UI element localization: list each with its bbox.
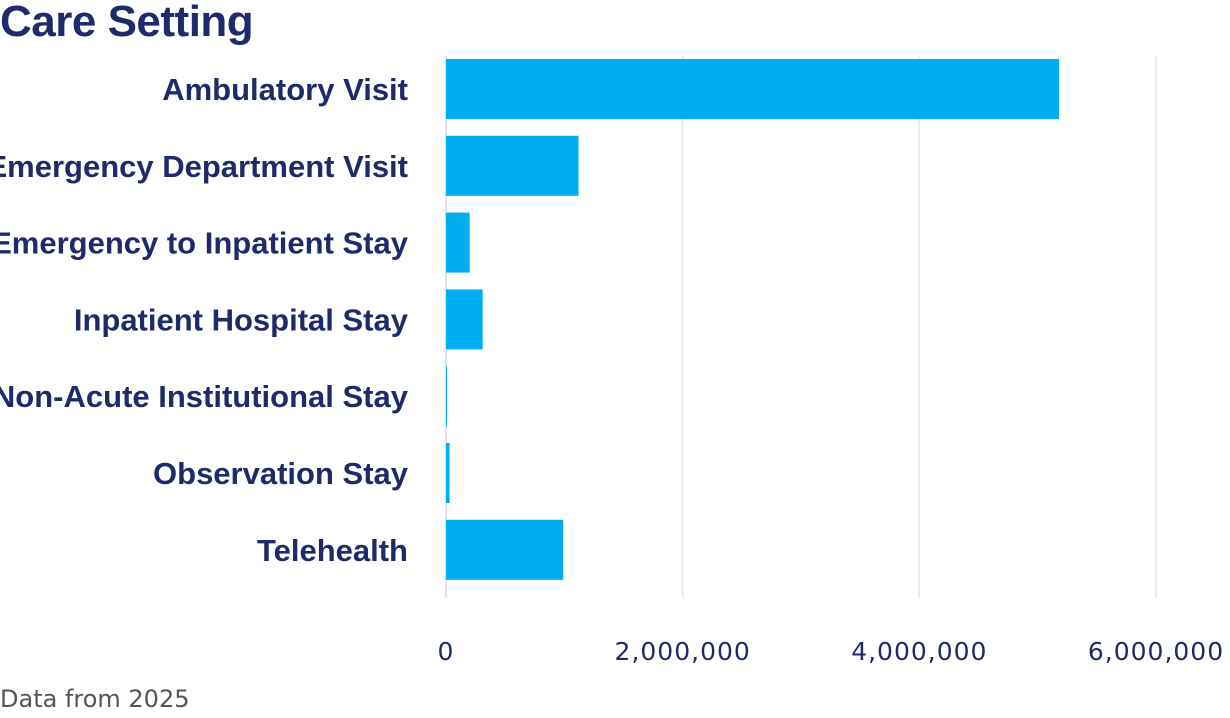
chart-title: Care Setting	[0, 0, 254, 46]
bars	[446, 59, 1059, 580]
bar	[446, 59, 1059, 119]
bar	[446, 443, 450, 503]
category-label: Ambulatory Visit	[162, 72, 408, 107]
category-label: Telehealth	[257, 533, 408, 568]
x-axis-tick-labels: 0 2,000,000 4,000,000 6,000,000	[438, 637, 1224, 666]
bar	[446, 519, 564, 580]
bar	[446, 135, 579, 196]
category-label: Inpatient Hospital Stay	[74, 302, 409, 337]
category-label: Non-Acute Institutional Stay	[0, 379, 409, 414]
bar	[446, 212, 470, 273]
x-tick-label: 4,000,000	[851, 637, 987, 666]
bar	[446, 366, 447, 427]
data-source-note: Data from 2025	[0, 685, 190, 713]
bar-chart: Ambulatory Visit Emergency Department Vis…	[0, 56, 1224, 666]
category-labels: Ambulatory Visit Emergency Department Vis…	[0, 72, 409, 568]
category-label: Emergency to Inpatient Stay	[0, 226, 409, 261]
x-tick-label: 6,000,000	[1088, 637, 1224, 666]
bar	[446, 289, 483, 350]
category-label: Emergency Department Visit	[0, 149, 408, 184]
category-label: Observation Stay	[153, 456, 409, 491]
x-tick-label: 2,000,000	[615, 637, 751, 666]
x-tick-label: 0	[438, 637, 455, 666]
